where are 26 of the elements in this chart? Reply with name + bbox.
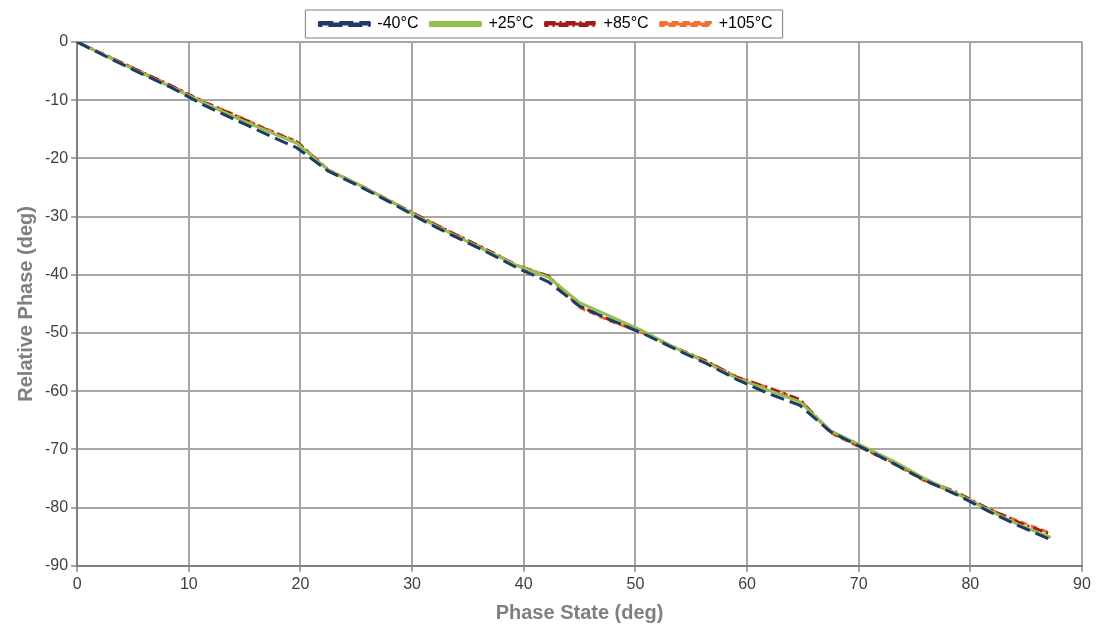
x-tick-label: 50 bbox=[626, 574, 645, 592]
x-tick-label: 40 bbox=[514, 574, 533, 592]
legend-label: +85°C bbox=[603, 14, 649, 32]
y-tick-label: -20 bbox=[45, 148, 69, 166]
y-tick-label: -60 bbox=[45, 381, 69, 399]
x-tick-label: 20 bbox=[291, 574, 310, 592]
y-axis-title: Relative Phase (deg) bbox=[13, 206, 36, 402]
x-tick-label: 60 bbox=[738, 574, 757, 592]
x-tick-label: 80 bbox=[961, 574, 980, 592]
y-tick-label: -10 bbox=[45, 90, 69, 108]
y-tick-label: 0 bbox=[59, 32, 69, 50]
legend-label: +25°C bbox=[488, 14, 534, 32]
y-tick-label: -40 bbox=[45, 265, 69, 283]
x-axis-title: Phase State (deg) bbox=[495, 600, 664, 623]
legend-label: +105°C bbox=[718, 14, 773, 32]
y-tick-label: -80 bbox=[45, 498, 69, 516]
y-tick-label: -30 bbox=[45, 207, 69, 225]
x-tick-label: 70 bbox=[849, 574, 868, 592]
legend-label: -40°C bbox=[377, 14, 419, 32]
y-tick-label: -70 bbox=[45, 439, 69, 457]
x-tick-label: 30 bbox=[403, 574, 422, 592]
x-tick-label: 10 bbox=[179, 574, 198, 592]
y-tick-label: -50 bbox=[45, 323, 69, 341]
y-tick-label: -90 bbox=[45, 556, 69, 574]
x-tick-label: 90 bbox=[1073, 574, 1091, 592]
x-tick-label: 0 bbox=[72, 574, 82, 592]
